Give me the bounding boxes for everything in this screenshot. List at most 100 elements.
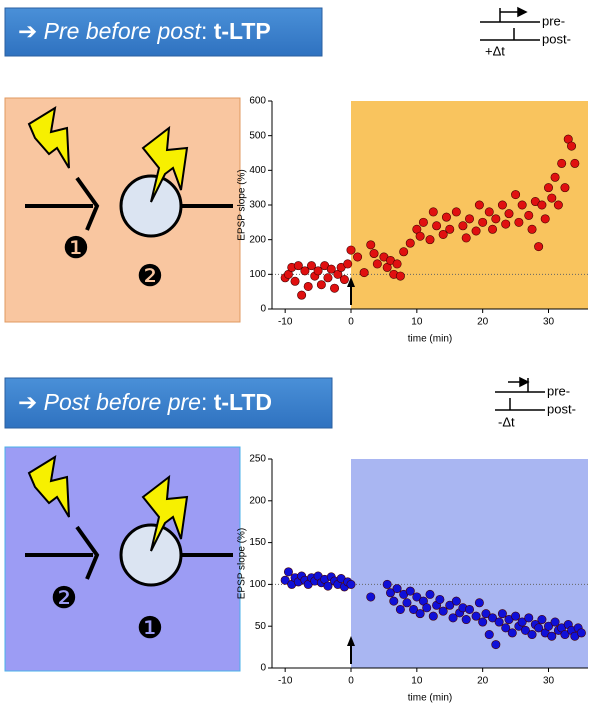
- point: [462, 234, 470, 242]
- point: [525, 614, 533, 622]
- point: [488, 225, 496, 233]
- point: [472, 227, 480, 235]
- point: [344, 260, 352, 268]
- point: [518, 201, 526, 209]
- point: [393, 584, 401, 592]
- timing-diagram: [480, 8, 540, 40]
- y-tick-label: 300: [249, 200, 266, 211]
- post-label: post-: [542, 31, 571, 46]
- svg-text:➔ Post before pre: t-LTD: ➔ Post before pre: t-LTD: [18, 389, 272, 415]
- point: [475, 599, 483, 607]
- y-tick-label: 50: [255, 621, 267, 632]
- neuron-number: ❶: [137, 612, 164, 645]
- banner-sep: :: [201, 18, 207, 44]
- point: [429, 208, 437, 216]
- point: [554, 201, 562, 209]
- point: [544, 183, 552, 191]
- point: [571, 159, 579, 167]
- point: [541, 215, 549, 223]
- point: [485, 208, 493, 216]
- point: [492, 640, 500, 648]
- y-axis-label: EPSP slope (%): [237, 169, 248, 241]
- arrow: ➔: [18, 389, 37, 415]
- point: [452, 597, 460, 605]
- y-tick-label: 400: [249, 165, 266, 176]
- point: [406, 239, 414, 247]
- point: [446, 225, 454, 233]
- point: [416, 232, 424, 240]
- point: [525, 211, 533, 219]
- point: [495, 618, 503, 626]
- point: [485, 630, 493, 638]
- point: [534, 242, 542, 250]
- point: [478, 218, 486, 226]
- point: [528, 225, 536, 233]
- point: [396, 272, 404, 280]
- point: [373, 260, 381, 268]
- point: [478, 618, 486, 626]
- banner: ➔ Post before pre: t-LTD: [5, 378, 332, 428]
- point: [423, 604, 431, 612]
- point: [548, 194, 556, 202]
- point: [284, 568, 292, 576]
- pre-label: pre-: [547, 383, 570, 398]
- point: [390, 597, 398, 605]
- point: [505, 209, 513, 217]
- point: [353, 253, 361, 261]
- point: [442, 213, 450, 221]
- x-tick-label: -10: [278, 676, 293, 687]
- x-tick-label: 20: [477, 317, 489, 328]
- svg-text:➔ Pre before post: t-LTP: ➔ Pre before post: t-LTP: [18, 18, 271, 44]
- x-tick-label: -10: [278, 317, 293, 328]
- timing-diagram: [495, 378, 545, 410]
- diagram: ❶ ❷: [5, 98, 240, 322]
- point: [426, 590, 434, 598]
- point: [297, 291, 305, 299]
- dt-label: -Δt: [498, 414, 515, 429]
- point: [367, 241, 375, 249]
- y-tick-label: 200: [249, 234, 266, 245]
- slide: ➔ Pre before post: t-LTP ➔ Post before p…: [0, 0, 598, 707]
- point: [370, 249, 378, 257]
- banner-italic: Post before pre: [44, 389, 201, 415]
- y-tick-label: 150: [249, 537, 266, 548]
- y-tick-label: 200: [249, 495, 266, 506]
- point: [432, 222, 440, 230]
- point: [324, 274, 332, 282]
- diagram: ❷ ❶: [5, 447, 240, 671]
- point: [347, 246, 355, 254]
- point: [577, 629, 585, 637]
- x-axis-label: time (min): [408, 334, 452, 345]
- x-tick-label: 10: [411, 317, 423, 328]
- point: [419, 218, 427, 226]
- point: [439, 607, 447, 615]
- point: [340, 275, 348, 283]
- y-tick-label: 0: [260, 304, 266, 315]
- y-tick-label: 100: [249, 269, 266, 280]
- point: [416, 609, 424, 617]
- point: [399, 248, 407, 256]
- point: [528, 630, 536, 638]
- y-tick-label: 0: [260, 663, 266, 674]
- banner: ➔ Pre before post: t-LTP: [5, 8, 322, 56]
- point: [426, 235, 434, 243]
- point: [291, 277, 299, 285]
- neuron-number: ❶: [63, 232, 90, 265]
- banner-italic: Pre before post: [44, 18, 203, 44]
- point: [498, 201, 506, 209]
- point: [472, 612, 480, 620]
- point: [538, 201, 546, 209]
- point: [436, 595, 444, 603]
- y-axis-label: EPSP slope (%): [237, 528, 248, 600]
- post-label: post-: [547, 401, 576, 416]
- point: [462, 615, 470, 623]
- point: [429, 612, 437, 620]
- point: [452, 208, 460, 216]
- point: [502, 220, 510, 228]
- dt-label: +Δt: [485, 43, 505, 58]
- point: [551, 618, 559, 626]
- point: [360, 268, 368, 276]
- point: [403, 599, 411, 607]
- point: [383, 580, 391, 588]
- point: [511, 190, 519, 198]
